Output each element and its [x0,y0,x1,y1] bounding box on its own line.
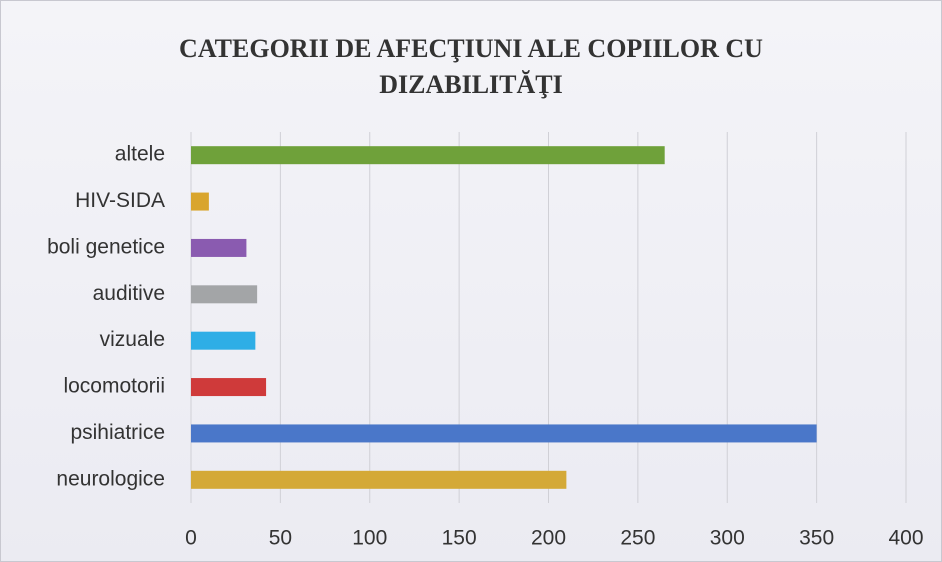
y-tick-label: psihiatrice [70,421,165,444]
chart-title: CATEGORII DE AFECŢIUNI ALE COPIILOR CU D… [179,34,763,99]
x-tick-label: 250 [620,527,655,550]
bar [191,192,209,211]
bar [191,285,258,304]
x-tick-label: 350 [799,527,834,550]
bar [191,378,267,397]
x-tick-label: 400 [888,527,923,550]
x-tick-label: 50 [269,527,292,550]
bar [191,238,247,257]
x-tick-label: 150 [442,527,477,550]
x-tick-label: 100 [352,527,387,550]
x-tick-label: 0 [185,527,197,550]
x-tick-label: 200 [531,527,566,550]
y-tick-label: vizuale [100,328,165,351]
y-tick-label: auditive [93,282,165,305]
x-tick-label: 300 [710,527,745,550]
y-tick-label: altele [115,143,165,166]
y-tick-label: neurologice [56,467,165,490]
y-tick-label: locomotorii [63,375,165,398]
y-tick-label: HIV-SIDA [75,189,165,212]
bar [191,146,665,165]
bar [191,331,256,350]
y-tick-label: boli genetice [47,235,165,258]
bar [191,424,817,443]
bar [191,470,567,489]
